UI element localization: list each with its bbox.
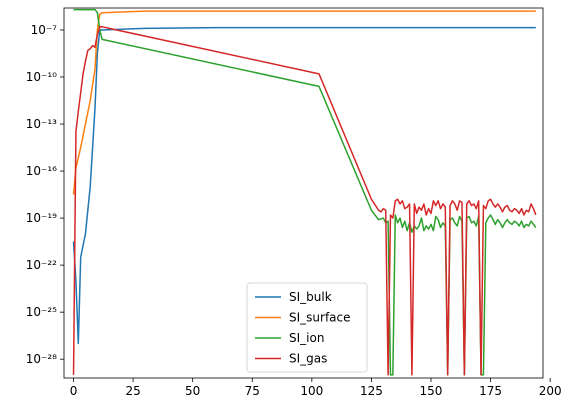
y-axis: 10⁻²⁸ 10⁻²⁵ 10⁻²² 10⁻¹⁹ 10⁻¹⁶ 10⁻¹³ 10⁻¹⁰ 10⁻⁷	[26, 23, 64, 366]
y-tick-label: 10⁻⁷	[31, 23, 58, 37]
x-tick-label: 75	[245, 384, 260, 398]
y-tick-label: 10⁻¹⁰	[26, 70, 57, 84]
legend-label: SI_bulk	[289, 290, 332, 304]
x-tick-label: 50	[185, 384, 200, 398]
x-tick-label: 200	[539, 384, 562, 398]
x-tick-label: 175	[479, 384, 502, 398]
legend-label: SI_surface	[289, 311, 351, 325]
x-tick-label: 100	[300, 384, 323, 398]
y-tick-label: 10⁻²⁵	[26, 305, 57, 319]
x-tick-label: 25	[125, 384, 140, 398]
series-line-si-gas	[72, 26, 537, 376]
series-lines	[72, 8, 537, 376]
series-line-si-surface	[72, 10, 536, 195]
series-line-si-bulk	[72, 26, 536, 345]
y-tick-label: 10⁻¹⁹	[26, 211, 57, 225]
legend-label: SI_ion	[289, 331, 324, 345]
x-tick-label: 0	[70, 384, 78, 398]
y-tick-label: 10⁻²²	[26, 258, 57, 272]
x-axis: 0 25 50 75 100 125 150 175 200	[70, 378, 562, 398]
legend-label: SI_gas	[289, 352, 327, 366]
y-tick-label: 10⁻¹⁶	[26, 164, 57, 178]
x-tick-label: 125	[360, 384, 383, 398]
x-tick-label: 150	[420, 384, 443, 398]
legend-box	[246, 282, 368, 373]
legend: SI_bulk SI_surface SI_ion SI_gas	[246, 282, 368, 373]
y-tick-label: 10⁻¹³	[26, 117, 57, 131]
plot-area-frame	[63, 7, 544, 379]
y-tick-label: 10⁻²⁸	[26, 352, 57, 366]
